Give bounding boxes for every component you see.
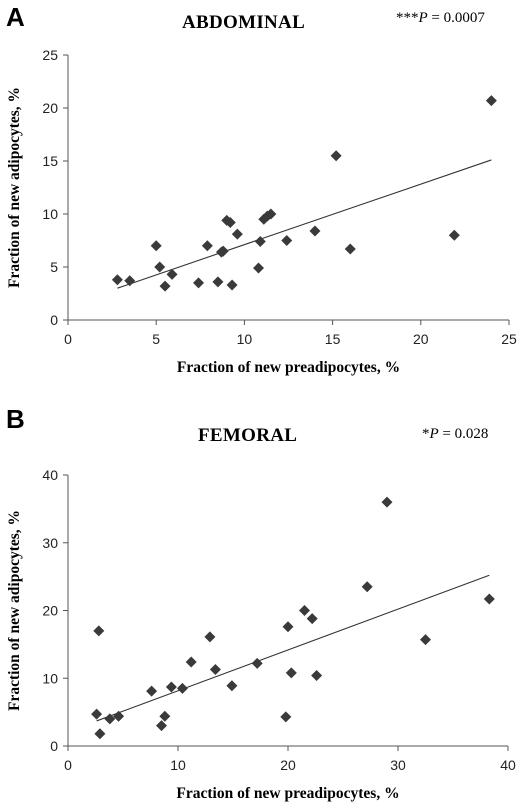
p-value-number: = 0.028 bbox=[438, 426, 489, 442]
panel-label: A bbox=[6, 2, 25, 32]
x-tick-label: 0 bbox=[64, 757, 72, 773]
chart-title: FEMORAL bbox=[198, 425, 298, 446]
x-tick-label: 0 bbox=[64, 331, 72, 347]
data-point bbox=[91, 708, 103, 720]
p-value-annotation: ***P = 0.0007 bbox=[396, 10, 485, 27]
panel-femoral: B FEMORAL *P = 0.028 0 10 20 30 40 0 10 20 30 40 F… bbox=[0, 402, 520, 804]
data-point bbox=[285, 667, 297, 679]
y-tick-label: 20 bbox=[42, 100, 58, 116]
data-point bbox=[146, 685, 158, 697]
x-tick-label: 30 bbox=[390, 757, 406, 773]
data-point bbox=[212, 276, 224, 288]
x-tick-label: 15 bbox=[325, 331, 341, 347]
y-tick-label: 15 bbox=[42, 153, 58, 169]
data-point bbox=[344, 243, 356, 255]
data-point bbox=[265, 208, 277, 220]
y-tick-label: 10 bbox=[42, 206, 58, 222]
trendline bbox=[96, 574, 490, 722]
p-value-stars: *** bbox=[396, 10, 419, 26]
data-point bbox=[448, 229, 460, 241]
panel-label: B bbox=[6, 404, 25, 434]
p-value-symbol: P bbox=[418, 10, 428, 26]
y-tick-label: 0 bbox=[50, 738, 58, 754]
data-point bbox=[231, 228, 243, 240]
data-point bbox=[330, 150, 342, 162]
data-point bbox=[176, 682, 188, 694]
y-tick-label: 40 bbox=[42, 467, 58, 483]
y-tick-label: 10 bbox=[42, 670, 58, 686]
data-point bbox=[309, 225, 321, 237]
data-point bbox=[166, 268, 178, 280]
data-point bbox=[280, 711, 292, 723]
x-tick-label: 25 bbox=[501, 331, 517, 347]
panel-abdominal: A ABDOMINAL ***P = 0.0007 0 5 10 15 20 25 0 5 10… bbox=[0, 0, 520, 402]
data-point bbox=[165, 681, 177, 693]
data-point bbox=[104, 713, 116, 725]
p-value-number: = 0.0007 bbox=[427, 10, 485, 26]
data-point bbox=[217, 245, 229, 257]
data-point bbox=[226, 680, 238, 692]
x-tick-label: 10 bbox=[237, 331, 253, 347]
data-point bbox=[299, 605, 310, 616]
data-point bbox=[113, 710, 125, 722]
data-point bbox=[226, 279, 238, 291]
x-tick-label: 20 bbox=[413, 331, 429, 347]
y-axis-title: Fraction of new adipocytes, % bbox=[6, 87, 23, 288]
scatter-plot-abdominal: 0 5 10 15 20 25 0 5 10 15 20 25 Fraction of new prea… bbox=[6, 47, 517, 376]
data-point bbox=[483, 593, 495, 605]
data-point bbox=[150, 240, 162, 252]
data-point bbox=[94, 728, 106, 740]
x-axis-title: Fraction of new preadipocytes, % bbox=[176, 785, 399, 802]
data-point bbox=[311, 670, 323, 682]
data-point bbox=[254, 236, 266, 248]
y-tick-label: 25 bbox=[42, 47, 58, 63]
scatter-plot-femoral: 0 10 20 30 40 0 10 20 30 40 Fraction of new preadi… bbox=[6, 467, 516, 802]
data-point bbox=[485, 95, 497, 107]
data-point bbox=[124, 275, 136, 287]
data-point bbox=[253, 262, 265, 274]
data-point bbox=[282, 621, 294, 633]
data-point bbox=[156, 720, 167, 732]
y-tick-label: 0 bbox=[50, 312, 58, 328]
p-value-symbol: P bbox=[429, 426, 439, 442]
x-axis-title: Fraction of new preadipocytes, % bbox=[177, 359, 400, 376]
data-point bbox=[251, 657, 263, 669]
data-point bbox=[420, 634, 431, 646]
data-point bbox=[209, 663, 221, 675]
x-tick-label: 5 bbox=[152, 331, 160, 347]
x-tick-label: 40 bbox=[500, 757, 516, 773]
p-value-annotation: *P = 0.028 bbox=[422, 426, 488, 443]
data-point bbox=[381, 496, 393, 508]
data-point bbox=[361, 581, 373, 593]
data-point bbox=[154, 261, 166, 273]
y-tick-label: 30 bbox=[42, 535, 58, 551]
x-tick-label: 10 bbox=[170, 757, 186, 773]
data-point bbox=[201, 240, 213, 252]
x-tick-label: 20 bbox=[280, 757, 296, 773]
data-point bbox=[224, 216, 236, 228]
y-tick-label: 5 bbox=[50, 259, 58, 275]
data-point bbox=[306, 613, 318, 625]
data-point bbox=[93, 625, 105, 637]
y-tick-label: 20 bbox=[42, 603, 58, 619]
data-point bbox=[159, 280, 171, 292]
data-point bbox=[111, 274, 123, 286]
data-point bbox=[204, 631, 216, 643]
data-point bbox=[193, 277, 205, 289]
chart-title: ABDOMINAL bbox=[182, 12, 306, 33]
data-point bbox=[159, 710, 171, 722]
p-value-stars: * bbox=[422, 426, 430, 442]
y-axis-title: Fraction of new adipocytes, % bbox=[6, 510, 23, 711]
trendline bbox=[117, 159, 492, 289]
data-point bbox=[281, 235, 293, 246]
data-point bbox=[185, 656, 197, 668]
